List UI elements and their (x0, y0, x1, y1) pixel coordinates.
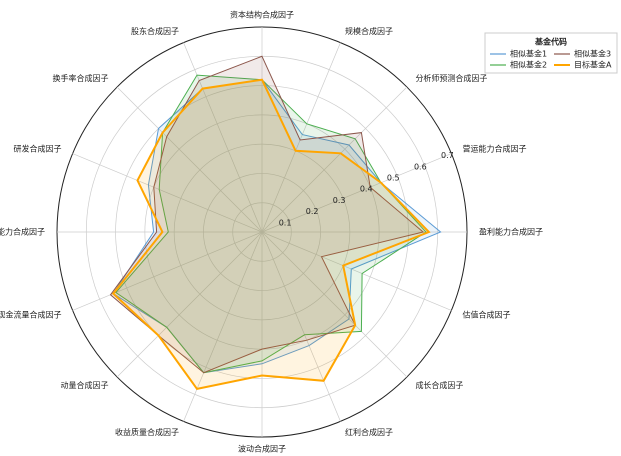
radar-area (112, 79, 442, 374)
spoke (116, 231, 263, 378)
r-tick-label: 0.2 (306, 207, 319, 216)
spoke (116, 86, 263, 233)
spoke (72, 153, 263, 233)
category-label: 规模合成因子 (345, 26, 393, 36)
radar-area (115, 74, 427, 374)
legend-box (484, 32, 618, 74)
radar-area (111, 78, 431, 391)
legend-label: 相似基金2 (510, 60, 547, 70)
legend-label: 相似基金3 (574, 49, 611, 59)
r-tick-label: 0.1 (279, 218, 292, 227)
spoke (261, 42, 341, 233)
category-label: 资本结构合成因子 (230, 10, 294, 20)
r-tick-label: 0.4 (360, 185, 373, 194)
r-tick-label: 0.5 (387, 173, 400, 182)
category-label: 估值合成因子 (462, 310, 510, 320)
category-label: 波动合成因子 (238, 444, 286, 454)
category-label: 营运能力合成因子 (462, 143, 526, 153)
spoke (261, 86, 408, 233)
category-label: 现金流量合成因子 (0, 310, 62, 320)
category-label: 盈利能力合成因子 (479, 227, 543, 237)
spoke (261, 231, 341, 422)
category-label: 成长合成因子 (415, 380, 463, 390)
legend-label: 相似基金1 (510, 49, 547, 59)
category-label: 分析师预测合成因子 (415, 73, 487, 83)
legend-title: 基金代码 (534, 37, 567, 47)
r-tick-label: 0.3 (333, 196, 346, 205)
spoke (261, 231, 408, 378)
legend-label: 目标基金A (574, 60, 612, 70)
spoke (72, 231, 263, 311)
category-label: 研发合成因子 (14, 143, 62, 153)
category-label: 偿债能力合成因子 (0, 227, 45, 237)
category-label: 收益质量合成因子 (115, 427, 179, 437)
category-label: 红利合成因子 (345, 427, 393, 437)
spoke (261, 231, 452, 311)
category-label: 股东合成因子 (131, 26, 179, 36)
spoke (261, 153, 452, 233)
category-label: 换手率合成因子 (53, 73, 109, 83)
radar-area (109, 55, 425, 374)
r-tick-label: 0.7 (441, 151, 454, 160)
category-label: 动量合成因子 (61, 380, 109, 390)
r-tick-label: 0.6 (414, 162, 427, 171)
spoke (183, 42, 263, 233)
